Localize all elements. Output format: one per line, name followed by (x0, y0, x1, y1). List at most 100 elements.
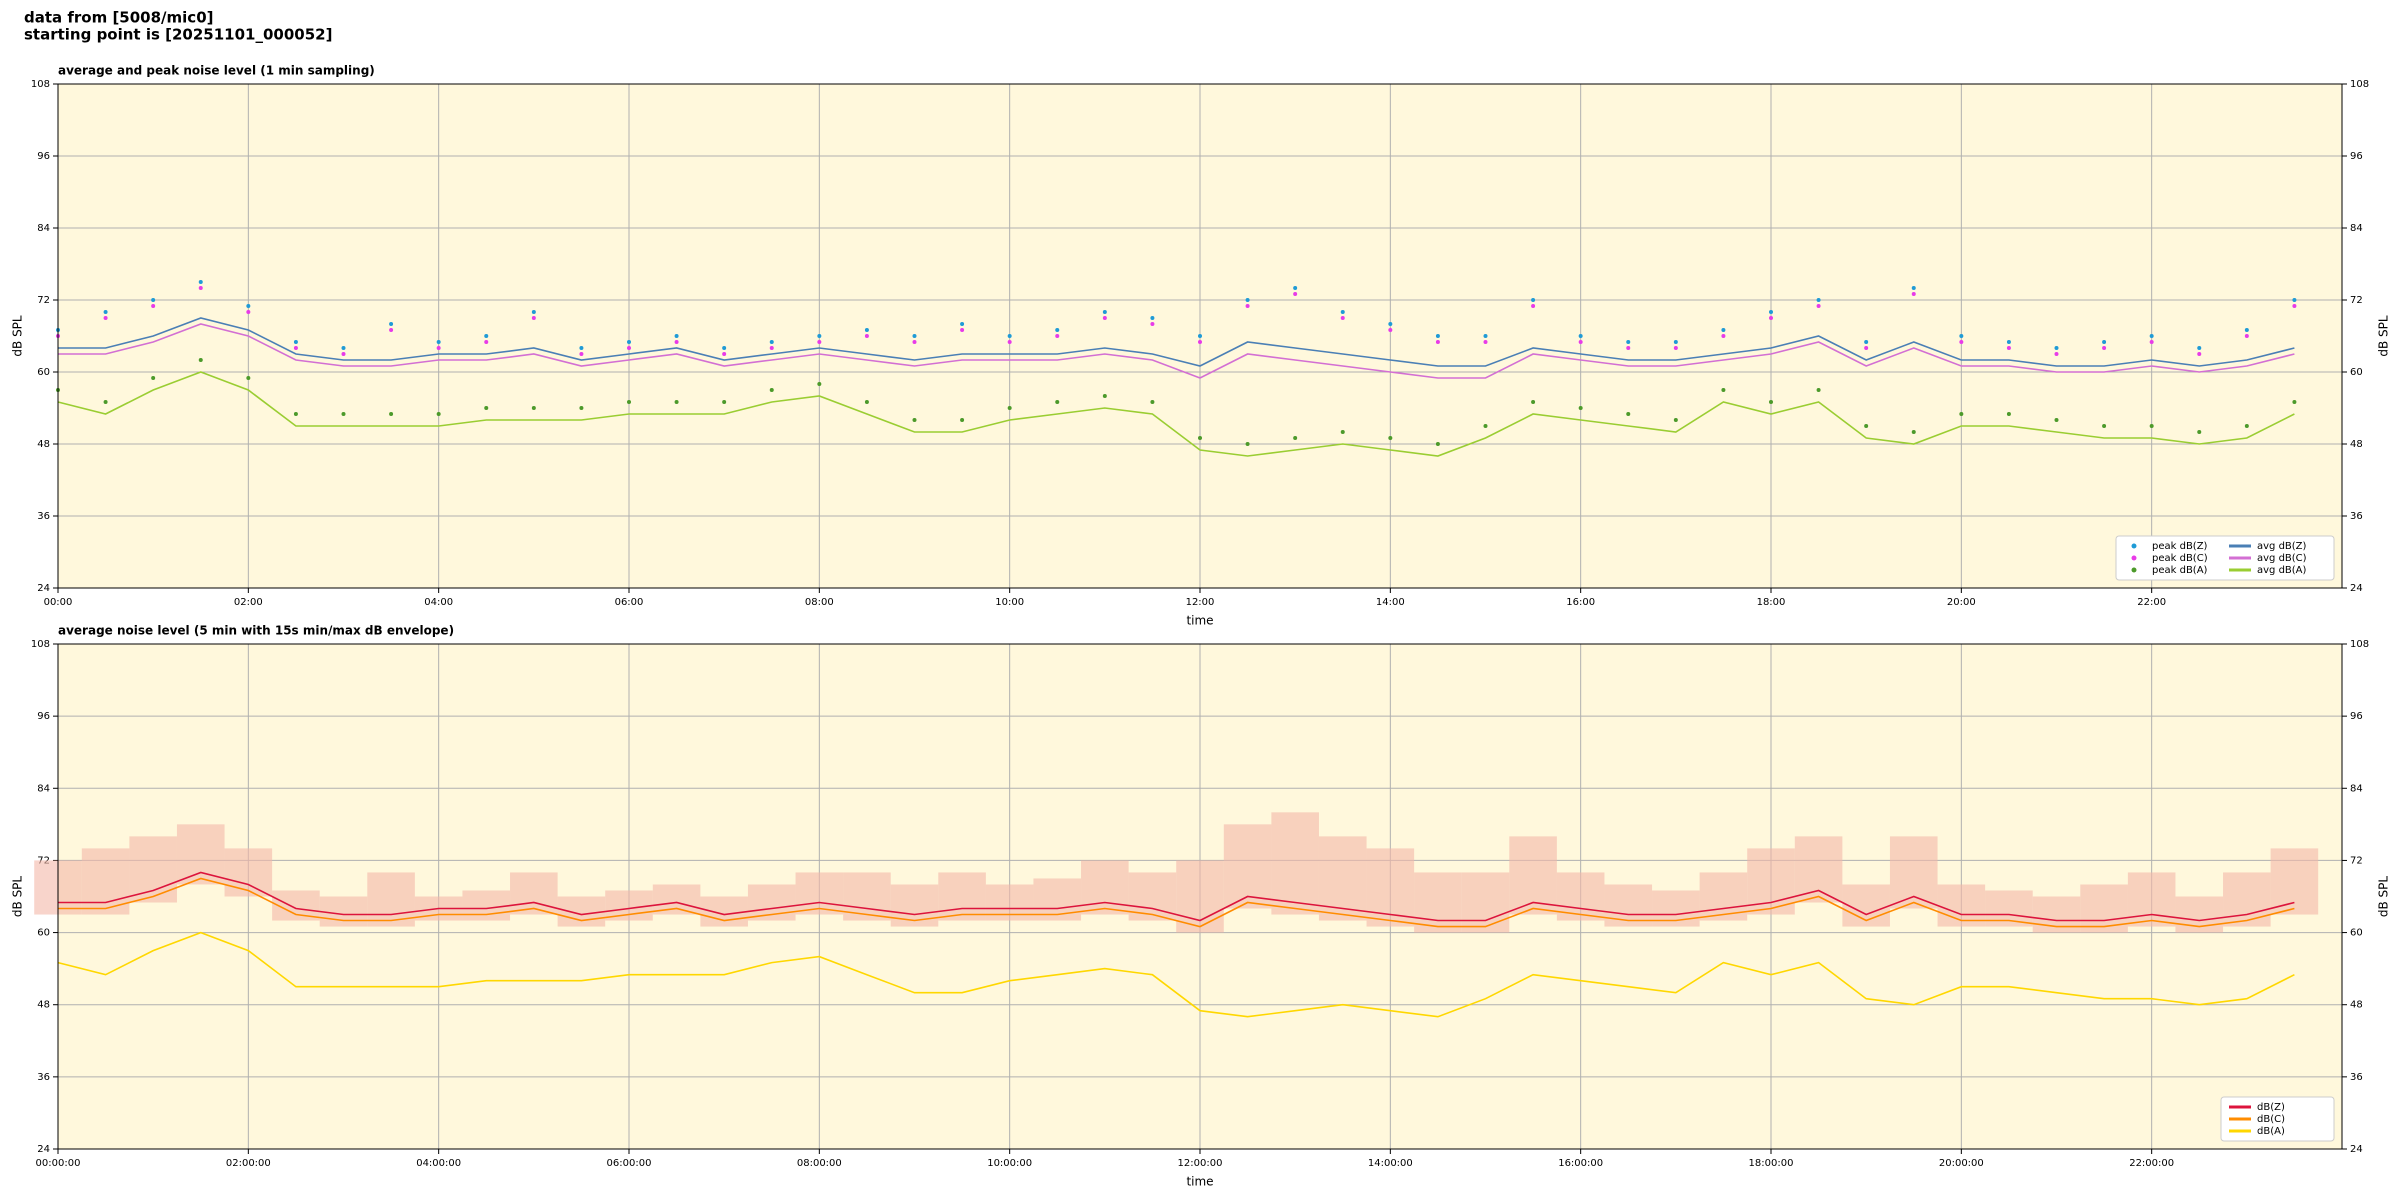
plot-frame (57, 83, 2343, 589)
peak-point (1673, 418, 1678, 422)
x-tick-label: 06:00 (615, 597, 644, 608)
x-tick-label: 10:00:00 (987, 1158, 1032, 1169)
peak-point (1293, 286, 1298, 290)
x-tick-label: 12:00 (1186, 597, 1215, 608)
series-line (57, 371, 2295, 457)
legend-label: dB(Z) (2257, 1102, 2285, 1113)
peak-point (2102, 424, 2107, 428)
peak-point (722, 352, 727, 356)
peak-point (627, 340, 631, 344)
y-tick-label: 84 (37, 783, 50, 794)
envelope-band (843, 872, 891, 921)
peak-point (2006, 412, 2011, 416)
peak-point (912, 334, 917, 338)
peak-point (1102, 310, 1107, 314)
peak-point (246, 376, 251, 380)
peak-point (531, 310, 536, 314)
peak-point (2197, 430, 2202, 434)
y-tick-label: 96 (37, 711, 50, 722)
peak-point (2197, 352, 2202, 356)
peak-point (1531, 400, 1536, 404)
peak-point (293, 412, 298, 416)
x-tick-label: 02:00:00 (226, 1158, 271, 1169)
envelope-band (700, 896, 748, 927)
envelope-band (1794, 836, 1843, 903)
peak-point (1816, 388, 1821, 392)
peak-point (2102, 340, 2107, 344)
y-tick-label: 36 (37, 1072, 50, 1083)
y-tick-label: 24 (37, 583, 50, 594)
peak-point (293, 346, 298, 350)
y-tick-label: 72 (2350, 855, 2363, 866)
peak-point (1055, 328, 1060, 332)
peak-point (1435, 334, 1440, 338)
peak-point (1198, 340, 1202, 344)
y-tick-label: 60 (37, 367, 50, 378)
chart-title: average and peak noise level (1 min samp… (58, 64, 375, 78)
envelope-band (1414, 872, 1462, 933)
peak-point (1293, 292, 1298, 296)
peak-point (769, 340, 774, 344)
envelope-band (557, 896, 606, 927)
peak-point (1340, 430, 1345, 434)
envelope-band (81, 848, 130, 915)
peak-point (1626, 412, 1631, 416)
y-axis-label: dB SPL (11, 315, 25, 357)
envelope-band (890, 884, 939, 927)
peak-point (246, 304, 251, 308)
peak-point (2149, 334, 2154, 338)
x-tick-label: 02:00 (234, 597, 263, 608)
envelope-band (462, 890, 511, 921)
envelope-band (1937, 884, 1986, 927)
peak-point (1959, 334, 1964, 338)
peak-point (436, 412, 441, 416)
envelope-band (1509, 836, 1557, 915)
x-tick-label: 12:00:00 (1178, 1158, 1223, 1169)
series-line (58, 317, 2295, 367)
y-tick-label: 108 (2350, 639, 2369, 650)
envelope-band (1842, 884, 1890, 927)
peak-point (1769, 310, 1773, 314)
peak-point (436, 340, 441, 344)
peak-point (293, 340, 298, 344)
peak-point (389, 412, 394, 416)
peak-point (960, 322, 965, 326)
peak-point (1578, 334, 1583, 338)
peak-point (2292, 400, 2297, 404)
series-line (58, 323, 2295, 379)
peak-point (2102, 346, 2107, 350)
envelope-band (605, 890, 653, 921)
envelope-band (1271, 812, 1319, 915)
peak-point (246, 310, 251, 314)
peak-point (2244, 328, 2249, 332)
peak-point (1864, 346, 1869, 350)
series-line (57, 931, 2295, 1018)
header-line: data from [5008/mic0] (24, 9, 214, 27)
peak-point (1864, 340, 1869, 344)
peak-point (341, 412, 346, 416)
envelope-band (1889, 836, 1938, 909)
y-tick-label: 108 (2350, 79, 2369, 90)
y-tick-label: 48 (37, 439, 50, 450)
peak-point (579, 346, 584, 350)
peak-point (627, 346, 631, 350)
peak-point (817, 334, 822, 338)
x-tick-label: 14:00 (1376, 597, 1405, 608)
peak-point (1483, 334, 1488, 338)
peak-point (2149, 340, 2154, 344)
peak-point (1245, 304, 1250, 308)
peak-point (151, 298, 156, 302)
peak-point (579, 406, 584, 410)
x-tick-label: 16:00 (1566, 597, 1595, 608)
peak-point (1911, 430, 1916, 434)
peak-point (1245, 298, 1250, 302)
peak-point (198, 280, 203, 284)
x-tick-label: 10:00 (995, 597, 1024, 608)
y-axis-label: dB SPL (11, 876, 25, 918)
envelope-band (1081, 860, 1129, 915)
y-tick-label: 108 (31, 79, 50, 90)
y-tick-label: 48 (2350, 439, 2363, 450)
envelope-band (1556, 872, 1605, 921)
y-tick-label: 108 (31, 639, 50, 650)
